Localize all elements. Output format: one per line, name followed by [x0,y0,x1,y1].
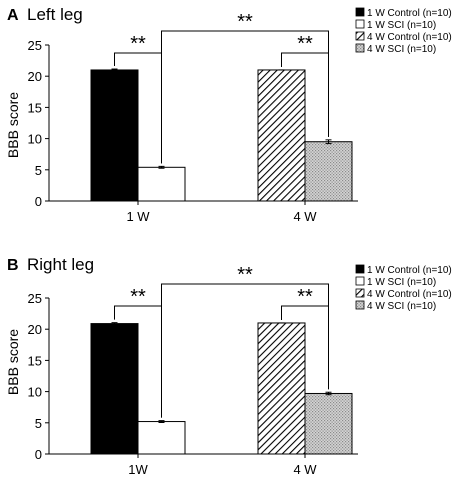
panel-b-significance-label: ** [297,286,313,308]
panel-b-label: B [7,257,19,274]
panel-b-legend-swatch [355,288,365,298]
panel-b-plot: 0 5 10 15 20 25 1W 4 W ** ** ** [28,264,358,477]
panel-a-significance-bracket [161,30,329,164]
panel-b-legend-label: 1 W SCI (n=10) [367,277,436,288]
panel-b-x-tick-label: 1W [128,462,148,477]
panel-a-legend-label: 1 W Control (n=10) [367,8,452,19]
panel-b-bar [137,421,186,455]
panel-a-plot: 0 5 10 15 20 25 1 W 4 W ** ** ** [28,11,358,224]
panel-a-y-tick-label: 10 [28,132,42,147]
panel-a-bar [90,69,139,202]
panel-b-y-tick-label: 15 [28,353,42,368]
panel-a-y-tick-label: 20 [28,69,42,84]
panel-b-legend-label: 4 W SCI (n=10) [367,301,436,312]
panel-a: A Left leg BBB score 0 5 10 15 20 25 1 W 4 W ** *… [5,5,452,224]
panel-b-y-tick-label: 0 [35,447,42,462]
panel-a-label: A [7,7,19,24]
panel-a-bar [257,69,306,202]
panel-a-bar [304,141,353,202]
panel-b-bar [90,323,139,455]
panel-b-legend: 1 W Control (n=10)1 W SCI (n=10)4 W Cont… [355,264,452,312]
panel-a-legend-label: 4 W Control (n=10) [367,32,452,43]
panel-b-legend-swatch [355,264,365,274]
panel-b-bar [304,392,353,455]
panel-a-y-tick-label: 0 [35,194,42,209]
panel-a-significance-label: ** [237,11,253,33]
panel-a-legend-swatch [355,31,365,41]
panel-a-legend-label: 4 W SCI (n=10) [367,44,436,55]
panel-b-y-tick-label: 20 [28,322,42,337]
panel-a-significance-label: ** [297,33,313,55]
panel-a-bar [137,166,186,202]
panel-a-title: Left leg [27,5,83,24]
panel-a-legend: 1 W Control (n=10)1 W SCI (n=10)4 W Cont… [355,7,452,55]
panel-b-title: Right leg [27,255,94,274]
panel-b-significance-bracket [161,283,329,418]
panel-b-x-tick-label: 4 W [293,462,317,477]
panel-a-x-tick-label: 1 W [126,209,150,224]
panel-a-y-tick-label: 15 [28,100,42,115]
panel-a-legend-swatch [355,43,365,53]
panel-a-ylabel: BBB score [5,92,21,158]
panel-b-legend-swatch [355,276,365,286]
panel-b-legend-label: 1 W Control (n=10) [367,265,452,276]
panel-b-significance-label: ** [130,286,146,308]
panel-b-ylabel: BBB score [5,329,21,395]
panel-a-legend-swatch [355,19,365,29]
panel-a-x-tick-label: 4 W [293,209,317,224]
panel-b: B Right leg BBB score 0 5 10 15 20 25 1W 4 W ** *… [5,255,452,477]
panel-a-legend-swatch [355,7,365,17]
panel-b-y-tick-label: 10 [28,385,42,400]
panel-a-y-tick-label: 25 [28,38,42,53]
panel-a-significance-label: ** [130,33,146,55]
panel-a-legend-label: 1 W SCI (n=10) [367,20,436,31]
panel-b-legend-swatch [355,300,365,310]
panel-b-bar [257,322,306,455]
panel-b-y-tick-label: 5 [35,416,42,431]
panel-a-y-tick-label: 5 [35,163,42,178]
panel-b-significance-label: ** [237,264,253,286]
panel-b-legend-label: 4 W Control (n=10) [367,289,452,300]
panel-b-y-tick-label: 25 [28,291,42,306]
